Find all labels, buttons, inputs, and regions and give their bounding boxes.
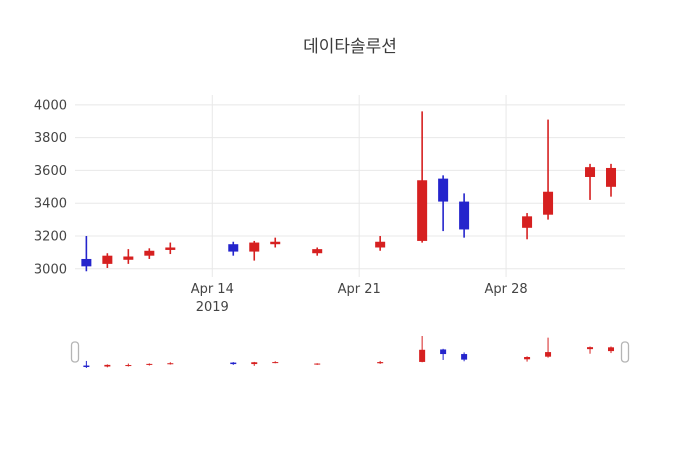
slider-candle-body <box>146 363 153 365</box>
slider-candle-body <box>272 362 279 364</box>
range-slider[interactable] <box>70 334 630 370</box>
slider-candle-body <box>608 347 615 352</box>
axis-labels: 3000 3200 3400 3600 3800 4000 Apr 14 2019 Apr 21… <box>34 98 528 315</box>
candle-body[interactable] <box>144 250 155 256</box>
y-tick-label: 3800 <box>34 131 67 146</box>
y-tick-label: 3200 <box>34 230 67 245</box>
candle-body[interactable] <box>81 258 92 267</box>
slider-candle-body <box>440 349 447 355</box>
slider-candle-body <box>377 362 384 364</box>
y-tick-label: 3600 <box>34 164 67 179</box>
slider-candle-body <box>251 362 258 365</box>
grid-layer <box>75 95 625 277</box>
x-tick-label: Apr 28 <box>484 282 527 297</box>
x-tick-label: Apr 21 <box>338 282 381 297</box>
candle-body[interactable] <box>375 241 386 248</box>
slider-candle-body <box>587 347 594 350</box>
slider-candle-body <box>125 365 132 367</box>
candle-body[interactable] <box>312 249 323 254</box>
range-slider-left-handle[interactable] <box>70 341 80 363</box>
candle-body[interactable] <box>522 216 533 228</box>
main-plot-area[interactable] <box>81 111 617 272</box>
x-tick-label: Apr 14 <box>191 282 234 297</box>
candle-body[interactable] <box>228 244 239 252</box>
x-tick-year-label: 2019 <box>196 300 229 315</box>
slider-candle-body <box>461 354 468 360</box>
candle-body[interactable] <box>459 201 470 230</box>
slider-candle-body <box>230 362 237 365</box>
candle-body[interactable] <box>102 255 113 264</box>
candle-body[interactable] <box>165 247 176 250</box>
slider-candle-body <box>104 364 111 367</box>
y-tick-label: 3400 <box>34 197 67 212</box>
range-slider-track[interactable] <box>75 334 625 370</box>
slider-candle-body <box>83 365 90 368</box>
slider-candle-body <box>167 363 174 365</box>
candle-body[interactable] <box>543 191 554 215</box>
candle-body[interactable] <box>249 242 260 252</box>
candle-body[interactable] <box>270 241 281 245</box>
candle-body[interactable] <box>417 180 428 241</box>
slider-candle-body <box>314 363 321 365</box>
range-slider-right-handle[interactable] <box>620 341 630 363</box>
slider-candle-body <box>545 352 552 357</box>
candle-body[interactable] <box>585 167 596 177</box>
slider-candle-body <box>419 349 426 362</box>
candle-body[interactable] <box>438 178 449 202</box>
candle-body[interactable] <box>606 167 617 187</box>
y-tick-label: 4000 <box>34 98 67 113</box>
y-tick-label: 3000 <box>34 262 67 277</box>
candle-body[interactable] <box>123 256 134 260</box>
slider-candle-body <box>524 357 531 360</box>
